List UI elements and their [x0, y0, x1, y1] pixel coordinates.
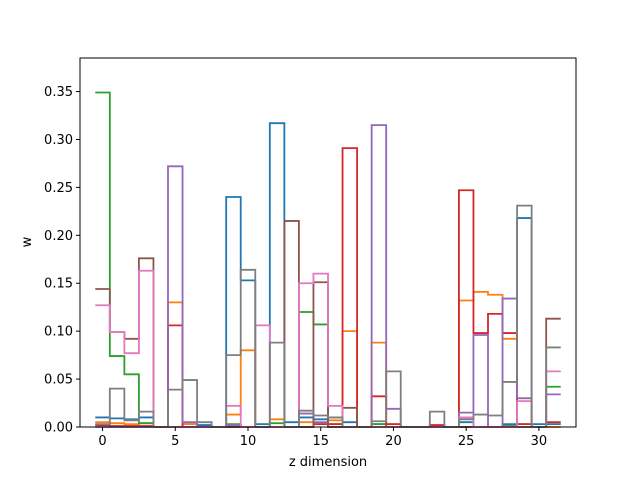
axes-layer: 0 5 10 15 20 25 30 0.00 0.05 0.10 0.15 0.20 0.25 0.30… [44, 57, 577, 449]
series-line-8 [95, 204, 561, 428]
x-tick-label: 0 [98, 434, 106, 449]
plot-frame [79, 57, 577, 428]
y-tick-label: 0.35 [44, 85, 73, 100]
x-tick-label: 20 [385, 434, 402, 449]
y-tick-label: 0.10 [44, 325, 73, 340]
y-tick-label: 0.00 [44, 421, 73, 436]
x-tick-label: 25 [458, 434, 475, 449]
x-tick-label: 30 [531, 434, 548, 449]
y-tick-label: 0.25 [44, 181, 73, 196]
y-tick-label: 0.15 [44, 277, 73, 292]
x-tick-label: 5 [171, 434, 179, 449]
x-axis-label: z dimension [289, 455, 367, 470]
x-tick-label: 15 [312, 434, 329, 449]
x-tick-label: 10 [240, 434, 257, 449]
y-tick-label: 0.20 [44, 229, 73, 244]
y-axis-label: w [20, 236, 35, 247]
y-tick-label: 0.30 [44, 133, 73, 148]
y-tick-label: 0.05 [44, 373, 73, 388]
